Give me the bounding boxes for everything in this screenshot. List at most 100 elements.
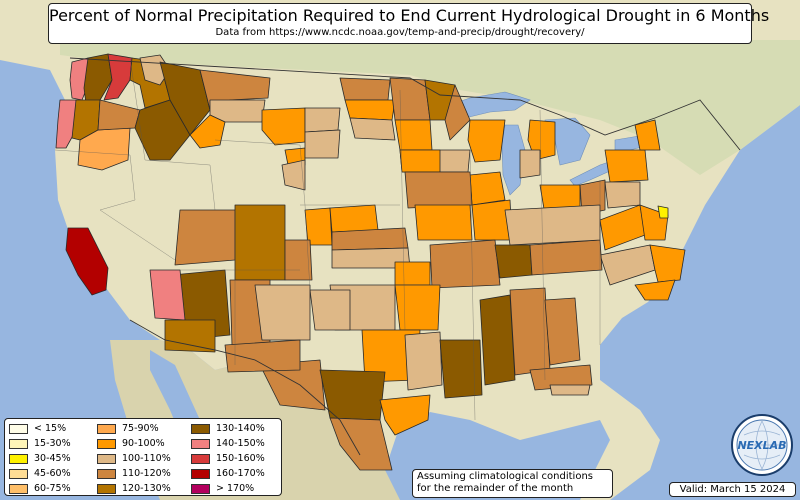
region-az-south — [164, 319, 216, 353]
legend-swatch — [191, 438, 210, 449]
legend-swatch — [191, 468, 210, 479]
legend-label: 160-170% — [216, 468, 265, 479]
legend-swatch — [9, 438, 28, 449]
region-nm-south — [224, 339, 301, 373]
region-sc — [634, 279, 676, 301]
region-ga-west — [544, 297, 581, 366]
region-tn-west — [494, 244, 533, 279]
region-tx-panhandle — [309, 289, 351, 331]
region-mn-north — [339, 77, 391, 101]
region-ut-west — [174, 209, 236, 266]
region-wi-north — [389, 77, 431, 121]
legend-swatch — [97, 438, 116, 449]
region-mi-lower-mid — [519, 149, 541, 179]
region-nm-central — [254, 284, 311, 341]
region-mi-north — [444, 84, 471, 141]
assumption-line-1: Assuming climatological conditions — [417, 471, 593, 482]
legend-label: 110-120% — [122, 468, 171, 479]
legend-label: 100-110% — [122, 453, 171, 464]
legend-item: 90-100% — [97, 436, 171, 451]
legend-swatch — [97, 468, 116, 479]
legend-label: 45-60% — [34, 468, 71, 479]
region-fl-panhandle — [549, 384, 591, 396]
legend-swatch — [9, 468, 28, 479]
nexlab-logo: NEXLAB — [731, 414, 793, 476]
logo-text: NEXLAB — [737, 439, 786, 452]
legend-item: 30-45% — [9, 451, 71, 466]
region-tn-east — [529, 239, 603, 276]
region-wy-nw — [261, 107, 306, 146]
legend-swatch — [9, 453, 28, 464]
legend-swatch — [97, 453, 116, 464]
region-ga-south — [529, 364, 593, 391]
legend-swatch — [97, 423, 116, 434]
us-canada-border — [69, 57, 741, 151]
legend-item: 120-130% — [97, 481, 171, 496]
region-la — [439, 339, 483, 399]
region-sd — [304, 129, 341, 159]
region-ca-central — [65, 227, 109, 296]
region-mo-east — [471, 199, 513, 241]
legend-label: 60-75% — [34, 483, 71, 494]
region-sd-west — [281, 159, 306, 191]
region-mo-central — [414, 204, 473, 241]
region-pa-north — [604, 149, 649, 183]
region-ks-east — [394, 261, 431, 286]
legend-item: 150-160% — [191, 451, 265, 466]
legend-label: 140-150% — [216, 438, 265, 449]
page-title: Percent of Normal Precipitation Required… — [49, 6, 770, 25]
region-mi-lower-west — [467, 119, 506, 163]
legend-item: 160-170% — [191, 466, 265, 481]
region-mt-south — [189, 114, 226, 149]
region-pa-south — [604, 181, 641, 209]
legend-swatch — [9, 483, 28, 494]
legend-item: 140-150% — [191, 436, 265, 451]
legend-label: 75-90% — [122, 423, 159, 434]
legend-swatch — [97, 483, 116, 494]
legend-item: > 170% — [191, 481, 265, 496]
region-mn-south — [349, 117, 396, 141]
region-in-il-border — [469, 171, 506, 206]
legend-label: 120-130% — [122, 483, 171, 494]
canada-region — [60, 40, 800, 175]
legend-item: 100-110% — [97, 451, 171, 466]
us-mexico-border — [129, 319, 361, 456]
legend-item: 60-75% — [9, 481, 71, 496]
valid-date-badge: Valid: March 15 2024 — [669, 482, 796, 497]
region-co-west — [284, 239, 313, 281]
legend-item: 75-90% — [97, 421, 171, 436]
legend-column-1: < 15% 15-30% 30-45% 45-60% 60-75% — [9, 421, 71, 496]
region-mt-east — [209, 99, 266, 123]
region-tx-coast — [379, 394, 431, 436]
legend-label: 30-45% — [34, 453, 71, 464]
legend-label: 90-100% — [122, 438, 165, 449]
region-ms — [479, 294, 516, 386]
legend-label: < 15% — [34, 423, 67, 434]
legend-label: 15-30% — [34, 438, 71, 449]
region-tx-south — [329, 417, 393, 471]
legend-item: 15-30% — [9, 436, 71, 451]
legend-swatch — [191, 483, 210, 494]
region-ar — [429, 239, 501, 289]
region-md-del — [657, 205, 669, 219]
legend-item: 45-60% — [9, 466, 71, 481]
region-ok-east — [394, 284, 441, 331]
legend-item: 110-120% — [97, 466, 171, 481]
legend-swatch — [9, 423, 28, 434]
region-ky — [504, 204, 601, 246]
region-tx-east — [404, 331, 443, 391]
region-nd — [304, 107, 341, 133]
legend-swatch — [191, 423, 210, 434]
legend-label: > 170% — [216, 483, 255, 494]
region-ut-east — [234, 204, 286, 281]
page-subtitle: Data from https://www.ncdc.noaa.gov/temp… — [215, 27, 585, 38]
state-boundaries — [54, 57, 601, 421]
legend-item: < 15% — [9, 421, 71, 436]
assumption-note: Assuming climatological conditions for t… — [412, 469, 613, 498]
legend-label: 150-160% — [216, 453, 265, 464]
legend-swatch — [191, 453, 210, 464]
region-ne-west — [304, 207, 333, 246]
legend-item: 130-140% — [191, 421, 265, 436]
legend: < 15% 15-30% 30-45% 45-60% 60-75% 75-90%… — [4, 418, 282, 496]
